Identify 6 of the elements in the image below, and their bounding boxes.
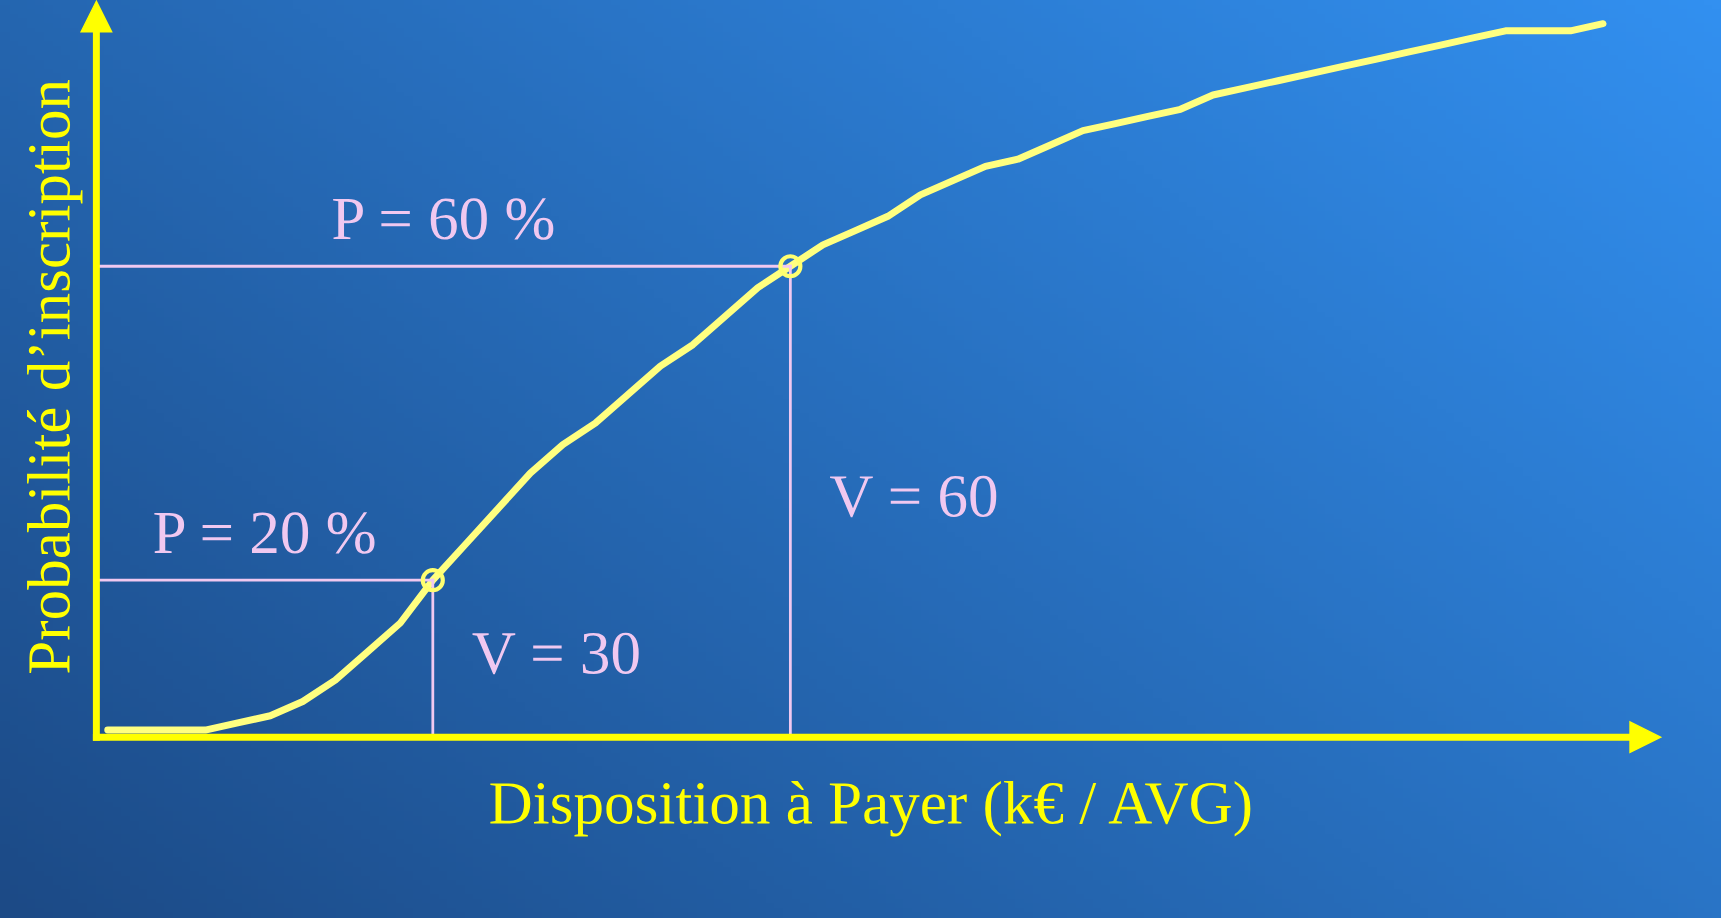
annotation: P = 20 % xyxy=(154,512,375,554)
x-axis-title: Disposition à Payer (k€ / AVG) xyxy=(490,780,1251,837)
annotation: P = 60 % xyxy=(333,198,554,240)
y-axis-title: Probabilité d’inscription xyxy=(26,79,83,673)
annotation: V = 60 xyxy=(830,475,997,518)
annotation: V = 30 xyxy=(472,632,639,675)
